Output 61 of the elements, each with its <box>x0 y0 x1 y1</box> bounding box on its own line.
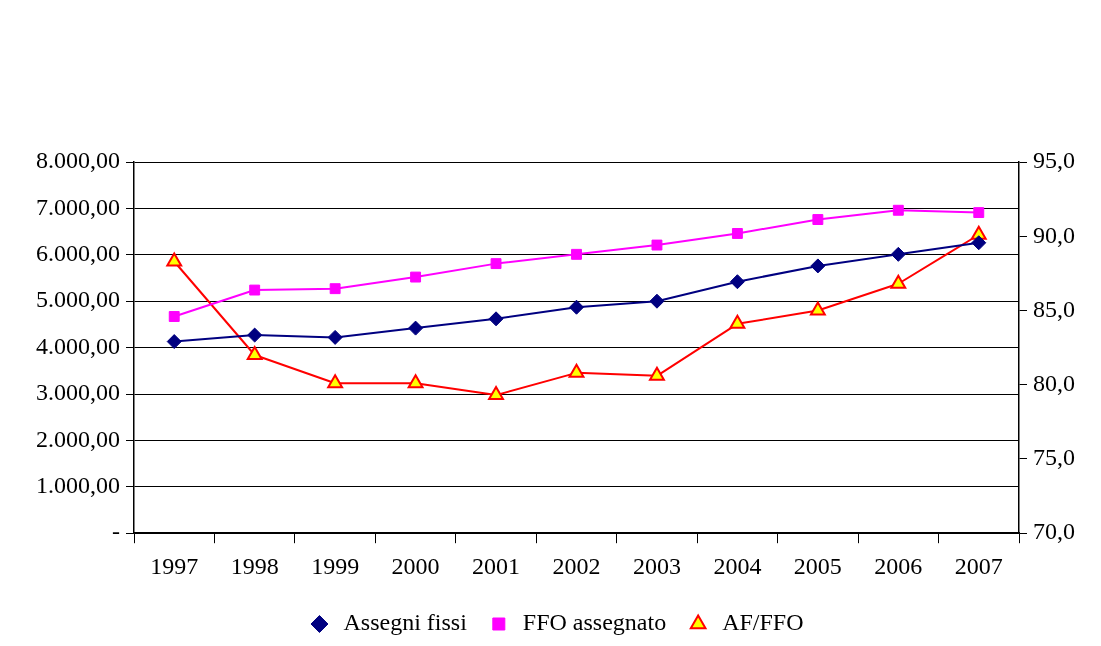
y2-tick-label: 70,0 <box>1033 518 1075 545</box>
point <box>809 301 826 316</box>
x-tick-label: 1999 <box>311 552 360 579</box>
y2-tick-label: 95,0 <box>1033 147 1075 174</box>
legend-label: Assegni fissi <box>343 609 468 636</box>
point <box>731 228 743 239</box>
y-tick-label: 6.000,00 <box>36 240 120 267</box>
y2-tick-label: 80,0 <box>1033 370 1075 397</box>
y-tick-label: 5.000,00 <box>36 286 120 313</box>
x-tick-label: 2007 <box>954 552 1003 579</box>
point <box>247 327 263 343</box>
point <box>890 274 907 289</box>
point <box>327 374 344 389</box>
legend-label: AF/FFO <box>722 609 804 636</box>
point <box>249 284 261 296</box>
point <box>649 366 665 381</box>
y-tick-label: 8.000,00 <box>36 147 120 174</box>
point <box>571 248 582 260</box>
y-tick-label: 1.000,00 <box>36 472 120 499</box>
point <box>488 386 504 401</box>
point <box>166 334 182 350</box>
point <box>327 329 343 345</box>
x-tick-label: 2004 <box>713 552 762 579</box>
x-tick-label: 2005 <box>793 552 842 579</box>
point <box>408 320 424 336</box>
x-tick-label: 2001 <box>472 552 521 579</box>
point <box>246 346 263 361</box>
x-tick-label: 2006 <box>874 552 923 579</box>
y2-tick-label: 75,0 <box>1033 444 1075 471</box>
point <box>568 363 585 378</box>
point <box>407 374 424 389</box>
point <box>973 207 985 219</box>
y-tick-label: 2.000,00 <box>36 425 120 452</box>
point <box>890 246 906 262</box>
point <box>168 311 180 322</box>
point <box>166 252 183 267</box>
point <box>649 293 665 309</box>
point <box>971 235 987 251</box>
legend-label: FFO assegnato <box>522 609 667 636</box>
point <box>490 258 502 270</box>
y2-tick-label: 90,0 <box>1033 221 1075 248</box>
point <box>729 314 746 329</box>
y-tick-label: 3.000,00 <box>36 379 120 406</box>
y2-tick-label: 85,0 <box>1033 295 1075 322</box>
y-tick-label: 4.000,00 <box>36 332 120 359</box>
point <box>810 258 826 274</box>
y-tick-label: - <box>112 518 120 545</box>
y-tick-label: 7.000,00 <box>36 193 120 220</box>
x-tick-label: 2003 <box>632 552 681 579</box>
x-tick-label: 1997 <box>150 552 199 579</box>
point <box>329 283 341 295</box>
point <box>488 311 504 327</box>
point <box>892 204 904 216</box>
x-tick-label: 2002 <box>552 552 601 579</box>
point <box>729 274 745 290</box>
x-tick-label: 1998 <box>230 552 279 579</box>
point <box>812 214 824 225</box>
x-tick-label: 2000 <box>391 552 440 579</box>
point <box>569 299 584 315</box>
point <box>410 271 422 283</box>
point <box>651 239 663 251</box>
